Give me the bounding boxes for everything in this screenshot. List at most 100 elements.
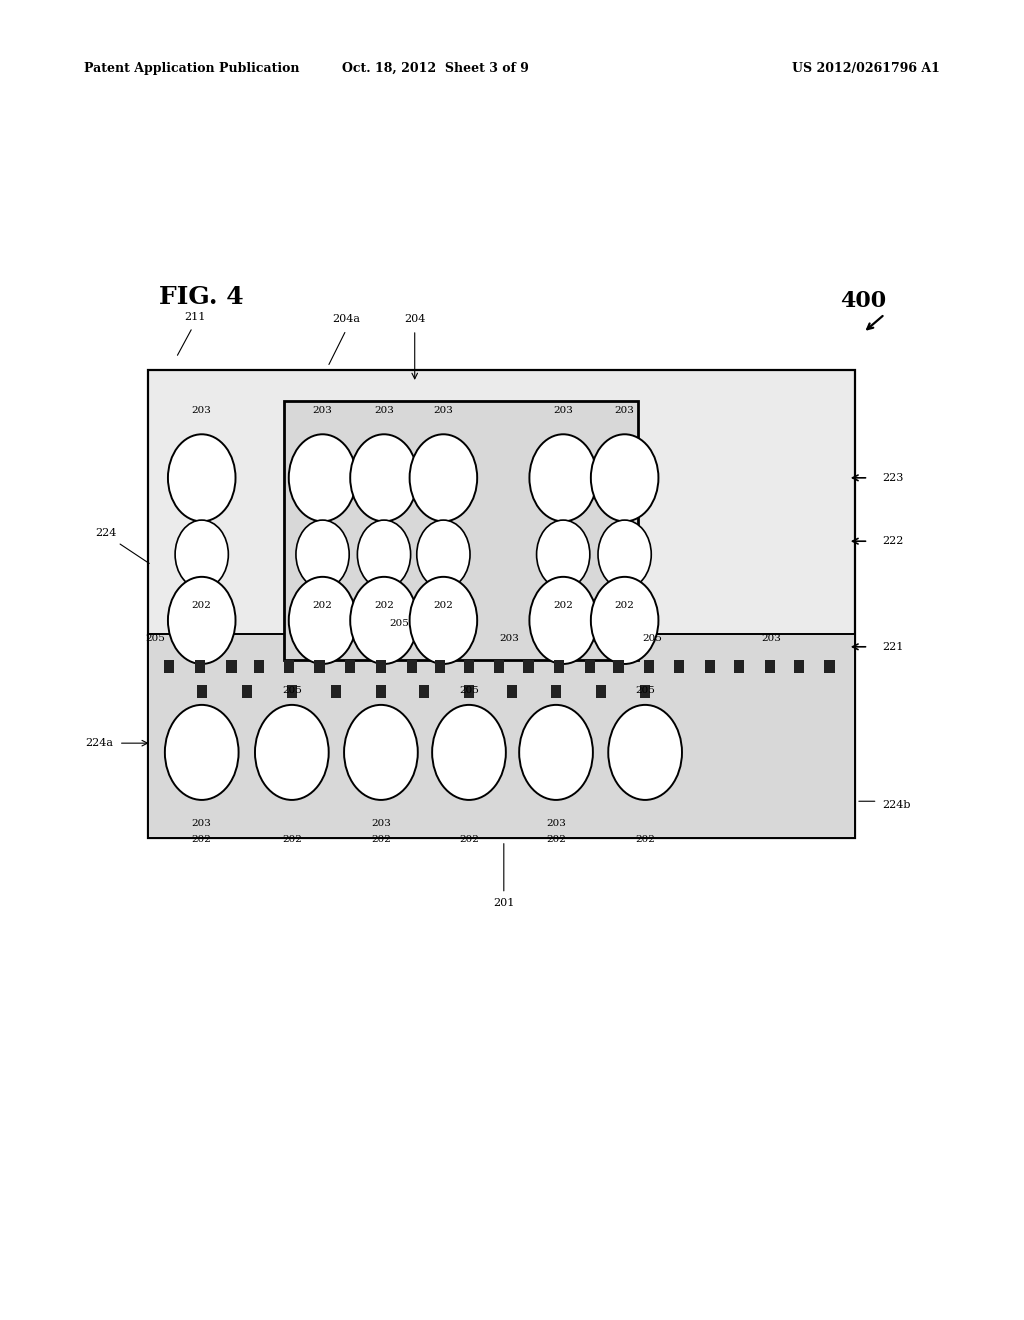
Circle shape bbox=[591, 434, 658, 521]
Text: 202: 202 bbox=[191, 602, 212, 610]
Text: 203: 203 bbox=[191, 407, 212, 414]
Bar bbox=[287, 685, 297, 698]
Circle shape bbox=[168, 434, 236, 521]
Text: 202: 202 bbox=[282, 836, 302, 843]
Bar bbox=[419, 685, 429, 698]
Circle shape bbox=[417, 520, 470, 589]
Bar bbox=[284, 401, 638, 660]
Bar bbox=[242, 685, 252, 698]
Bar bbox=[254, 660, 264, 673]
Bar bbox=[640, 685, 650, 698]
Bar bbox=[613, 660, 624, 673]
Bar bbox=[734, 660, 744, 673]
Circle shape bbox=[529, 577, 597, 664]
Text: 223: 223 bbox=[883, 473, 904, 483]
Text: Oct. 18, 2012  Sheet 3 of 9: Oct. 18, 2012 Sheet 3 of 9 bbox=[342, 62, 528, 75]
Circle shape bbox=[608, 705, 682, 800]
Bar bbox=[585, 660, 595, 673]
Bar bbox=[195, 660, 205, 673]
Text: 204a: 204a bbox=[332, 314, 360, 325]
Bar bbox=[376, 660, 386, 673]
Bar bbox=[345, 660, 355, 673]
Circle shape bbox=[175, 520, 228, 589]
Bar bbox=[148, 634, 855, 838]
Circle shape bbox=[410, 434, 477, 521]
Text: 224b: 224b bbox=[883, 800, 911, 810]
Circle shape bbox=[289, 434, 356, 521]
Bar bbox=[376, 685, 386, 698]
Bar bbox=[674, 660, 684, 673]
Text: 205: 205 bbox=[459, 686, 479, 694]
Text: 204: 204 bbox=[404, 314, 425, 325]
Bar bbox=[197, 685, 207, 698]
Bar bbox=[596, 685, 606, 698]
Bar bbox=[494, 660, 504, 673]
Circle shape bbox=[410, 577, 477, 664]
Bar bbox=[824, 660, 835, 673]
Bar bbox=[794, 660, 804, 673]
Text: 205: 205 bbox=[635, 686, 655, 694]
Bar bbox=[407, 660, 417, 673]
Bar bbox=[464, 660, 474, 673]
Text: 205: 205 bbox=[145, 635, 166, 643]
Text: 202: 202 bbox=[191, 836, 212, 843]
Text: 202: 202 bbox=[546, 836, 566, 843]
Text: 203: 203 bbox=[614, 407, 635, 414]
Circle shape bbox=[591, 577, 658, 664]
Bar bbox=[523, 660, 534, 673]
Text: 205: 205 bbox=[282, 686, 302, 694]
Text: 203: 203 bbox=[312, 407, 333, 414]
Text: 205: 205 bbox=[389, 619, 410, 627]
Text: 202: 202 bbox=[312, 602, 333, 610]
Text: 221: 221 bbox=[883, 642, 904, 652]
Bar bbox=[164, 660, 174, 673]
Bar bbox=[226, 660, 237, 673]
Bar bbox=[644, 660, 654, 673]
Circle shape bbox=[289, 577, 356, 664]
Bar bbox=[551, 685, 561, 698]
Text: 224: 224 bbox=[95, 528, 116, 539]
Text: 203: 203 bbox=[553, 407, 573, 414]
Text: Patent Application Publication: Patent Application Publication bbox=[84, 62, 299, 75]
Text: 202: 202 bbox=[553, 602, 573, 610]
Circle shape bbox=[519, 705, 593, 800]
Text: 203: 203 bbox=[499, 635, 519, 643]
Bar bbox=[314, 660, 325, 673]
Text: 203: 203 bbox=[546, 820, 566, 828]
Text: 222: 222 bbox=[883, 536, 904, 546]
Circle shape bbox=[344, 705, 418, 800]
Bar bbox=[705, 660, 715, 673]
Circle shape bbox=[296, 520, 349, 589]
Bar bbox=[554, 660, 564, 673]
Text: 224a: 224a bbox=[85, 738, 114, 748]
Bar bbox=[435, 660, 445, 673]
Text: 202: 202 bbox=[635, 836, 655, 843]
Text: 202: 202 bbox=[433, 602, 454, 610]
Text: 202: 202 bbox=[614, 602, 635, 610]
Text: 203: 203 bbox=[374, 407, 394, 414]
Text: 203: 203 bbox=[371, 820, 391, 828]
Circle shape bbox=[165, 705, 239, 800]
Text: 203: 203 bbox=[433, 407, 454, 414]
Text: 202: 202 bbox=[371, 836, 391, 843]
Text: 211: 211 bbox=[184, 312, 205, 322]
Circle shape bbox=[537, 520, 590, 589]
Bar bbox=[331, 685, 341, 698]
Text: 205: 205 bbox=[642, 635, 663, 643]
Text: 202: 202 bbox=[459, 836, 479, 843]
Circle shape bbox=[350, 577, 418, 664]
Text: 203: 203 bbox=[761, 635, 781, 643]
Text: 201: 201 bbox=[494, 898, 514, 908]
Bar bbox=[464, 685, 474, 698]
Bar bbox=[148, 370, 855, 838]
Bar bbox=[284, 660, 294, 673]
Text: FIG. 4: FIG. 4 bbox=[159, 285, 244, 309]
Circle shape bbox=[357, 520, 411, 589]
Circle shape bbox=[432, 705, 506, 800]
Circle shape bbox=[168, 577, 236, 664]
Circle shape bbox=[529, 434, 597, 521]
Circle shape bbox=[598, 520, 651, 589]
Text: US 2012/0261796 A1: US 2012/0261796 A1 bbox=[793, 62, 940, 75]
Text: 203: 203 bbox=[191, 820, 212, 828]
Circle shape bbox=[350, 434, 418, 521]
